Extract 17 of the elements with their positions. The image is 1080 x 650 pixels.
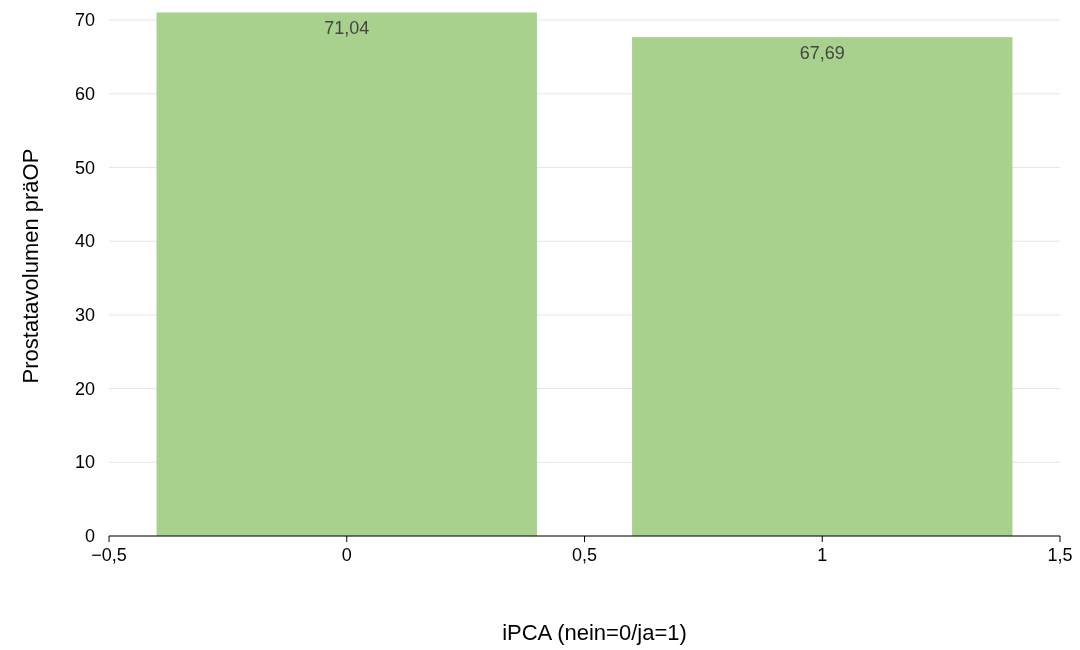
x-tick-label: 0,5 bbox=[571, 545, 598, 565]
y-tick-label: 70 bbox=[74, 10, 95, 31]
y-tick-label: 40 bbox=[74, 231, 95, 252]
y-tick-label: 10 bbox=[74, 452, 95, 473]
data-label: 71,04 bbox=[324, 18, 370, 39]
x-tick-label: −0,5 bbox=[91, 545, 127, 565]
y-tick-label: 0 bbox=[84, 526, 95, 546]
y-axis-title: Prostatavolumen präOP bbox=[18, 148, 43, 384]
x-tick-label: 0 bbox=[341, 545, 352, 565]
y-tick-label: 30 bbox=[74, 304, 95, 325]
y-tick-label: 50 bbox=[74, 157, 95, 178]
y-tick-label: 60 bbox=[74, 83, 95, 104]
x-axis-title: iPCA (nein=0/ja=1) bbox=[502, 620, 687, 645]
data-label: 67,69 bbox=[799, 43, 845, 64]
x-tick-label: 1,5 bbox=[1047, 545, 1073, 565]
x-tick-label: 1 bbox=[817, 545, 828, 565]
y-tick-label: 20 bbox=[74, 378, 95, 399]
